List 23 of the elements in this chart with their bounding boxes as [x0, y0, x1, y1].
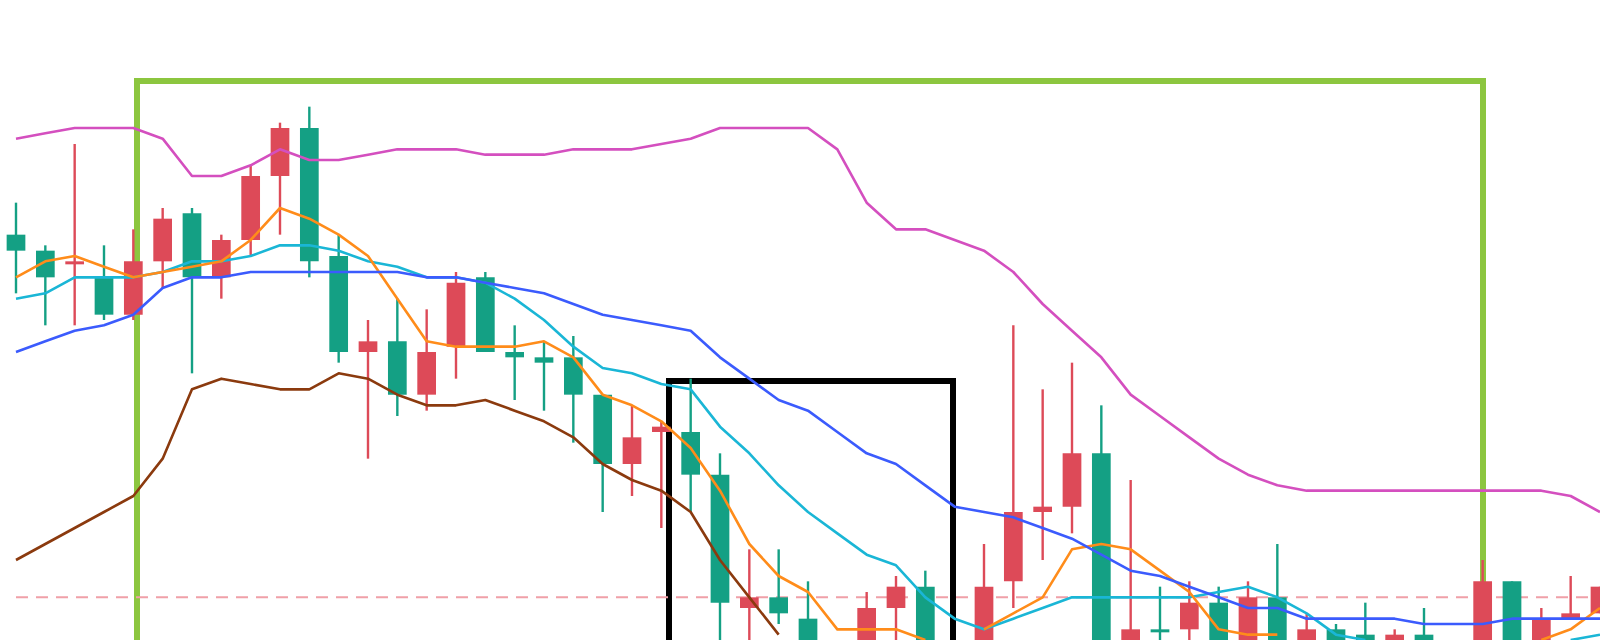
candlestick — [1033, 388, 1053, 562]
candlestick — [622, 404, 642, 498]
candlestick — [1121, 478, 1141, 640]
candlestick — [798, 580, 818, 640]
candlestick — [534, 340, 554, 412]
candlestick — [857, 590, 877, 640]
candlestick — [1414, 606, 1434, 640]
candlestick — [358, 318, 378, 460]
candlestick — [1179, 580, 1199, 640]
candlestick — [270, 121, 290, 236]
candlestick — [65, 142, 85, 327]
candlestick — [6, 201, 26, 295]
candlestick — [94, 244, 114, 322]
candlestick — [505, 324, 525, 402]
candlestick — [681, 377, 701, 514]
candlestick — [886, 574, 906, 640]
candlestick — [417, 308, 437, 412]
candlestick — [1150, 585, 1170, 640]
candlestick — [153, 206, 173, 290]
candlestick — [1209, 585, 1229, 640]
candlestick — [1297, 612, 1317, 640]
candlestick — [563, 334, 583, 444]
candlestick — [769, 548, 789, 626]
